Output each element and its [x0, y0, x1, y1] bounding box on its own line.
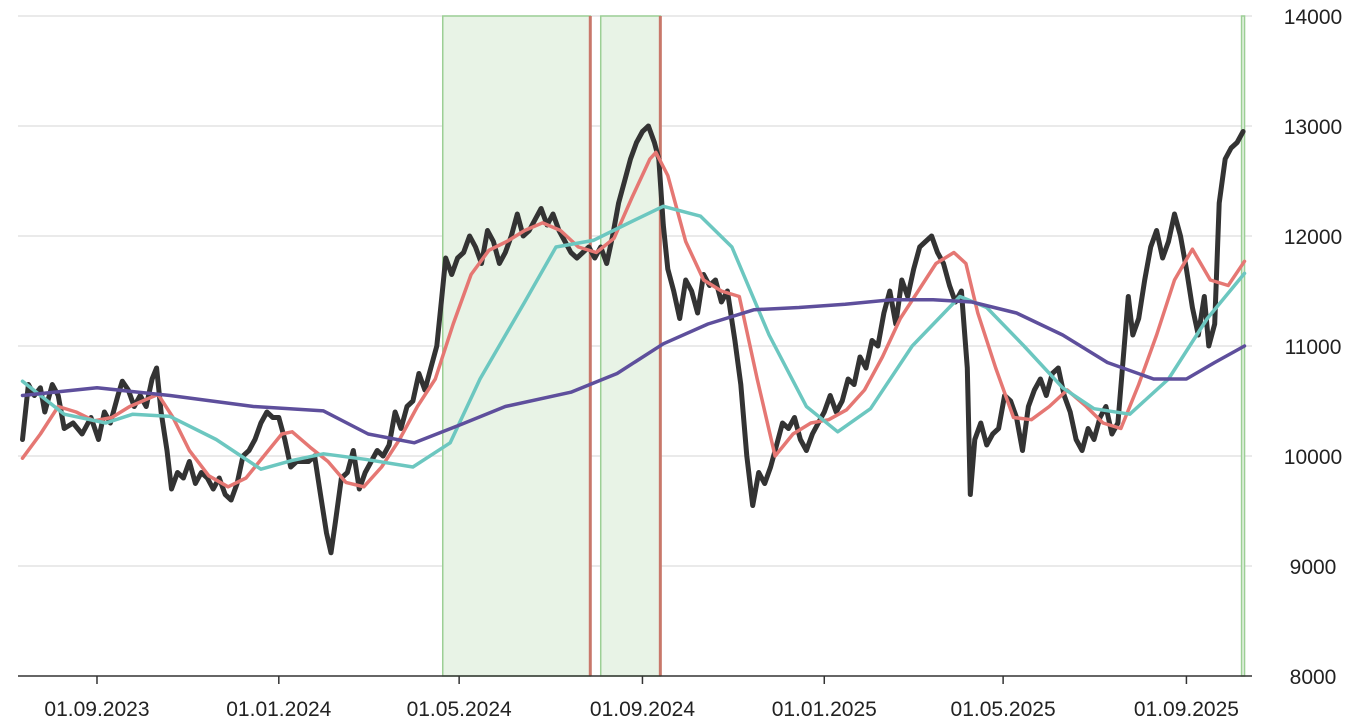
y-tick-label: 11000 — [1285, 336, 1342, 359]
y-tick-label: 9000 — [1290, 556, 1337, 579]
x-tick-label: 01.01.2024 — [226, 698, 331, 721]
x-tick-label: 01.09.2025 — [1134, 698, 1239, 721]
x-tick-label: 01.09.2023 — [44, 698, 149, 721]
y-tick-label: 8000 — [1290, 666, 1337, 689]
x-tick-label: 01.05.2025 — [951, 698, 1056, 721]
y-tick-label: 14000 — [1284, 6, 1342, 29]
y-tick-label: 12000 — [1284, 226, 1342, 249]
y-tick-label: 10000 — [1284, 446, 1342, 469]
series-layer — [20, 123, 1247, 556]
x-tick-label: 01.05.2024 — [407, 698, 512, 721]
x-tick-label: 01.01.2025 — [772, 698, 877, 721]
axis-layer: 8000 9000 10000 11000 12000 13000 14000 01.09.2… — [18, 6, 1342, 721]
y-tick-label: 13000 — [1284, 116, 1342, 139]
series-line-2 — [20, 204, 1247, 471]
shaded-region — [599, 15, 662, 677]
series-line-1 — [20, 150, 1247, 489]
series-line-0 — [20, 123, 1246, 556]
series-line-3 — [20, 298, 1247, 445]
shaded-region — [441, 15, 592, 677]
x-tick-label: 01.09.2024 — [590, 698, 695, 721]
